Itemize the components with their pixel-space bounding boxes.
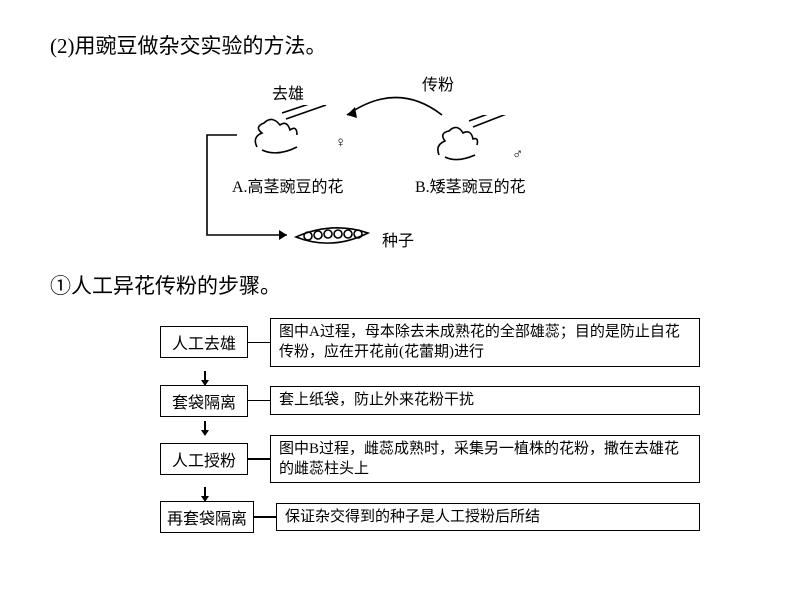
flow-row-1: 人工去雄 图中A过程，母本除去未成熟花的全部雄蕊；目的是防止自花传粉，应在开花前… <box>160 318 700 367</box>
step-heading: ①人工异花传粉的步骤。 <box>50 270 744 300</box>
flower-a-sketch <box>242 105 332 165</box>
step-desc-2: 套上纸袋，防止外来花粉干扰 <box>270 386 700 414</box>
female-symbol: ♀ <box>335 135 346 152</box>
flower-b-sketch <box>427 115 517 175</box>
caption-b: B.矮茎豌豆的花 <box>415 173 526 197</box>
v-arrow <box>204 487 206 501</box>
caption-a: A.高茎豌豆的花 <box>232 173 344 197</box>
flowchart: 人工去雄 图中A过程，母本除去未成熟花的全部雄蕊；目的是防止自花传粉，应在开花前… <box>160 318 700 533</box>
step-desc-1: 图中A过程，母本除去未成熟花的全部雄蕊；目的是防止自花传粉，应在开花前(花蕾期)… <box>270 318 700 367</box>
h-connector <box>248 400 270 402</box>
step-box-emasculation: 人工去雄 <box>160 326 248 358</box>
male-symbol: ♂ <box>512 147 523 164</box>
h-connector <box>254 516 276 518</box>
flow-row-4: 再套袋隔离 保证杂交得到的种子是人工授粉后所结 <box>160 501 700 533</box>
label-seed: 种子 <box>382 227 414 251</box>
flow-row-3: 人工授粉 图中B过程，雌蕊成熟时，采集另一植株的花粉，撒在去雄花的雌蕊柱头上 <box>160 435 700 484</box>
label-dequeen: 去雄 <box>272 80 304 104</box>
step-box-bagging2: 再套袋隔离 <box>160 501 254 533</box>
v-arrow <box>204 371 206 385</box>
v-arrow <box>204 421 206 435</box>
seed-pod-sketch <box>292 223 372 248</box>
step-box-bagging1: 套袋隔离 <box>160 385 248 417</box>
label-pollinate: 传粉 <box>422 71 454 95</box>
h-connector <box>248 458 270 460</box>
flow-row-2: 套袋隔离 套上纸袋，防止外来花粉干扰 <box>160 385 700 417</box>
step-box-pollination: 人工授粉 <box>160 443 248 475</box>
step-desc-3: 图中B过程，雌蕊成熟时，采集另一植株的花粉，撒在去雄花的雌蕊柱头上 <box>270 435 700 484</box>
h-connector <box>248 342 270 344</box>
heading-2: (2)用豌豆做杂交实验的方法。 <box>50 30 744 60</box>
step-desc-4: 保证杂交得到的种子是人工授粉后所结 <box>276 503 700 531</box>
cross-pollination-figure: 去雄 传粉 ♀ ♂ A.高茎豌豆的花 <box>197 75 597 255</box>
